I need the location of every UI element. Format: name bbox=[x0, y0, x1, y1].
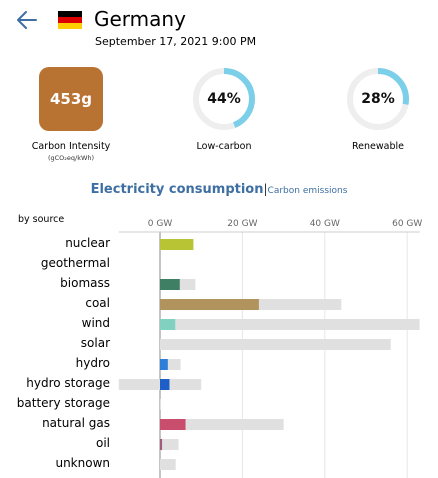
renewable-label: Renewable bbox=[352, 141, 404, 152]
production-bar bbox=[160, 359, 168, 370]
capacity-bar bbox=[160, 419, 284, 430]
source-label: hydro storage bbox=[26, 376, 110, 390]
capacity-bar bbox=[160, 439, 179, 450]
x-tick-label: 0 GW bbox=[147, 219, 173, 229]
source-label: biomass bbox=[60, 276, 110, 290]
production-bar bbox=[160, 299, 259, 310]
renewable-gauge-fill bbox=[347, 68, 409, 130]
low-carbon-gauge bbox=[193, 68, 255, 130]
source-label: coal bbox=[85, 296, 110, 310]
capacity-bar bbox=[160, 339, 391, 350]
source-label: hydro bbox=[75, 356, 110, 370]
production-bar bbox=[160, 419, 186, 430]
source-label: natural gas bbox=[42, 416, 110, 430]
source-label: solar bbox=[80, 336, 110, 350]
by-source-label: by source bbox=[18, 214, 65, 225]
source-label: oil bbox=[95, 436, 110, 450]
carbon-intensity-unit: (gCO₂eq/kWh) bbox=[47, 154, 95, 162]
capacity-bar bbox=[160, 359, 181, 370]
country-title: Germany bbox=[94, 7, 186, 31]
carbon-intensity-box: 453g bbox=[39, 67, 103, 131]
tab-electricity-consumption[interactable]: Electricity consumption bbox=[90, 182, 264, 197]
production-bar bbox=[160, 379, 170, 390]
source-label: nuclear bbox=[65, 236, 110, 250]
carbon-intensity-label: Carbon Intensity bbox=[31, 141, 111, 152]
capacity-bar bbox=[160, 399, 161, 410]
capacity-bar bbox=[160, 459, 176, 470]
renewable-gauge bbox=[347, 68, 409, 130]
back-arrow-icon bbox=[17, 11, 37, 29]
tab-carbon-emissions[interactable]: Carbon emissions bbox=[267, 186, 348, 196]
germany-flag-icon bbox=[58, 11, 82, 29]
x-tick-label: 60 GW bbox=[392, 219, 423, 229]
source-label: unknown bbox=[55, 456, 110, 470]
production-bar bbox=[160, 439, 163, 450]
capacity-bar bbox=[160, 319, 420, 330]
low-carbon-gauge-fill bbox=[193, 68, 255, 130]
back-button[interactable] bbox=[14, 8, 40, 32]
x-tick-label: 40 GW bbox=[309, 219, 340, 229]
low-carbon-label: Low-carbon bbox=[196, 141, 252, 152]
source-label: wind bbox=[81, 316, 110, 330]
low-carbon-value: 44% bbox=[207, 91, 241, 107]
renewable-value: 28% bbox=[361, 91, 395, 107]
production-bar bbox=[160, 239, 194, 250]
x-tick-label: 20 GW bbox=[227, 219, 258, 229]
production-bar bbox=[160, 279, 180, 290]
chart-mode-tabs: Electricity consumption|Carbon emissions bbox=[0, 178, 438, 197]
production-bar bbox=[160, 319, 176, 330]
carbon-intensity-value: 453g bbox=[49, 90, 93, 108]
tab-separator: | bbox=[263, 182, 268, 196]
datetime-label: September 17, 2021 9:00 PM bbox=[95, 35, 257, 48]
source-label: geothermal bbox=[40, 256, 110, 270]
source-label: battery storage bbox=[16, 396, 110, 410]
